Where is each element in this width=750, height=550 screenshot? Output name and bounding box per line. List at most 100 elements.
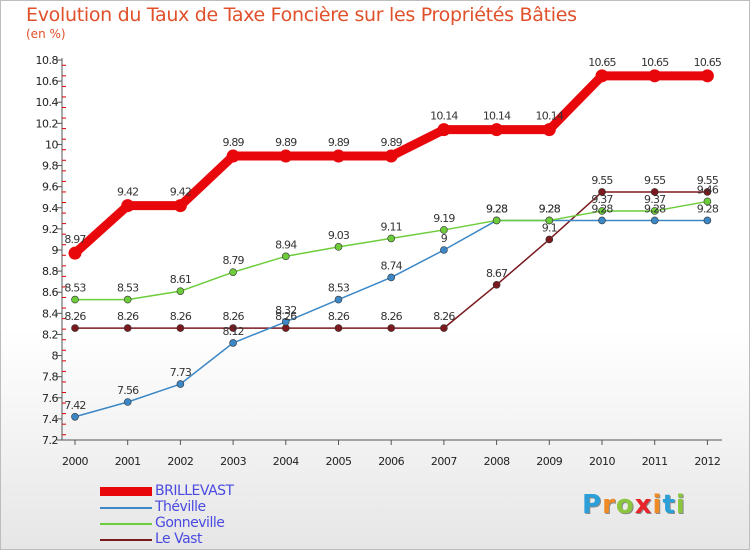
point-theville xyxy=(703,216,712,225)
logo-letter: x xyxy=(634,490,653,520)
y-tick-label: 10.2 xyxy=(36,117,59,130)
y-tick-label: 7.2 xyxy=(42,434,58,447)
x-tick-label: 2003 xyxy=(220,455,246,468)
data-label-le-vast: 8.26 xyxy=(117,310,139,323)
data-label-le-vast: 9.55 xyxy=(591,174,613,187)
legend-label-theville: Théville xyxy=(155,499,206,515)
logo-letter: t xyxy=(662,490,676,520)
y-tick-label: 9.6 xyxy=(42,181,58,194)
point-brillevast xyxy=(542,123,556,137)
data-label-gonneville: 8.79 xyxy=(222,254,244,267)
x-tick-label: 2007 xyxy=(431,455,457,468)
y-tick-label: 8.2 xyxy=(42,328,58,341)
data-label-gonneville: 9.46 xyxy=(697,183,719,196)
y-tick-label: 7.8 xyxy=(42,371,58,384)
data-label-gonneville: 8.61 xyxy=(170,273,191,286)
data-label-gonneville: 9.28 xyxy=(539,202,561,215)
data-label-theville: 8.12 xyxy=(222,325,243,338)
y-tick-label: 8.8 xyxy=(42,265,58,278)
data-label-theville: 8.53 xyxy=(328,282,350,295)
point-theville xyxy=(334,295,343,304)
legend-label-gonneville: Gonneville xyxy=(155,515,225,531)
data-label-theville: 7.73 xyxy=(170,366,192,379)
data-label-gonneville: 8.53 xyxy=(64,282,86,295)
x-tick-label: 2000 xyxy=(62,455,88,468)
x-tick-label: 2006 xyxy=(378,455,404,468)
data-label-brillevast: 8.97 xyxy=(64,233,86,246)
data-label-theville: 9.28 xyxy=(697,202,719,215)
point-gonneville xyxy=(440,226,448,234)
y-tick-label: 9.4 xyxy=(42,202,58,215)
legend-swatch-gonneville xyxy=(100,523,152,525)
data-label-le-vast: 8.26 xyxy=(170,310,192,323)
data-label-theville: 9.28 xyxy=(644,202,666,215)
data-label-gonneville: 9.37 xyxy=(591,193,613,206)
data-label-brillevast: 9.42 xyxy=(117,186,138,199)
point-gonneville xyxy=(176,287,185,295)
point-le-vast xyxy=(334,324,343,332)
y-tick-label: 8 xyxy=(52,350,59,363)
point-le-vast xyxy=(492,281,501,289)
y-tick-label: 10.4 xyxy=(36,96,59,109)
y-tick-label: 7.6 xyxy=(42,392,58,405)
data-label-gonneville: 8.53 xyxy=(117,282,139,295)
point-le-vast xyxy=(703,188,712,196)
point-theville xyxy=(71,412,79,421)
point-le-vast xyxy=(281,324,290,332)
point-gonneville xyxy=(71,295,79,304)
point-brillevast xyxy=(648,69,662,83)
point-le-vast xyxy=(71,324,79,332)
point-theville xyxy=(440,246,448,254)
axes: 7.2 7.4 7.6 7.8 8 8.2 8.4 8.6 8.8 9 9.2 9.4 9.6 9.8 10… xyxy=(36,54,722,468)
x-tick-label: 2008 xyxy=(484,455,510,468)
point-gonneville xyxy=(492,216,501,225)
data-label-theville: 7.42 xyxy=(64,399,85,412)
point-le-vast xyxy=(598,188,606,196)
data-label-theville: 8.74 xyxy=(381,259,403,272)
data-label-gonneville: 9.11 xyxy=(381,220,402,233)
data-label-brillevast: 9.89 xyxy=(328,136,350,149)
x-tick-label: 2001 xyxy=(115,455,141,468)
data-label-le-vast: 9.1 xyxy=(542,221,557,234)
data-label-brillevast: 10.65 xyxy=(588,56,616,69)
data-label-gonneville: 9.37 xyxy=(644,193,666,206)
data-label-le-vast: 8.26 xyxy=(433,310,455,323)
point-brillevast xyxy=(437,123,451,137)
proxiti-logo: Proxiti xyxy=(582,490,686,520)
data-label-le-vast: 8.26 xyxy=(64,310,86,323)
data-label-gonneville: 9.28 xyxy=(486,202,508,215)
y-tick-label: 10.8 xyxy=(36,54,59,67)
chart-title: Evolution du Taux de Taxe Foncière sur l… xyxy=(26,4,577,26)
data-label-le-vast: 8.67 xyxy=(486,267,508,280)
data-label-brillevast: 10.14 xyxy=(536,110,564,123)
point-gonneville xyxy=(229,268,237,276)
point-theville xyxy=(123,398,132,406)
point-le-vast xyxy=(650,188,659,196)
point-le-vast xyxy=(229,324,237,332)
point-brillevast xyxy=(595,69,609,83)
data-label-brillevast: 10.14 xyxy=(430,110,458,123)
y-tick-label: 9.2 xyxy=(42,223,58,236)
point-le-vast xyxy=(440,324,448,332)
logo-letter: r xyxy=(602,490,616,520)
logo-letter: i xyxy=(675,490,686,520)
data-label-le-vast: 8.26 xyxy=(275,310,297,323)
point-gonneville xyxy=(703,197,712,206)
point-gonneville xyxy=(123,295,132,304)
point-theville xyxy=(598,216,606,225)
logo-letter: o xyxy=(615,490,635,520)
point-theville xyxy=(281,317,290,326)
series-layer xyxy=(68,69,714,421)
point-gonneville xyxy=(281,252,290,261)
y-tick-label: 9 xyxy=(52,244,59,257)
point-gonneville xyxy=(334,243,343,251)
point-brillevast xyxy=(121,199,135,213)
point-le-vast xyxy=(387,324,396,332)
point-theville xyxy=(229,339,237,347)
legend-label-brillevast: BRILLEVAST xyxy=(155,483,234,499)
x-tick-label: 2005 xyxy=(326,455,352,468)
legend-label-le-vast: Le Vast xyxy=(155,531,202,547)
point-brillevast xyxy=(226,149,240,163)
point-le-vast xyxy=(123,324,132,332)
unit-label: (en %) xyxy=(26,27,66,41)
